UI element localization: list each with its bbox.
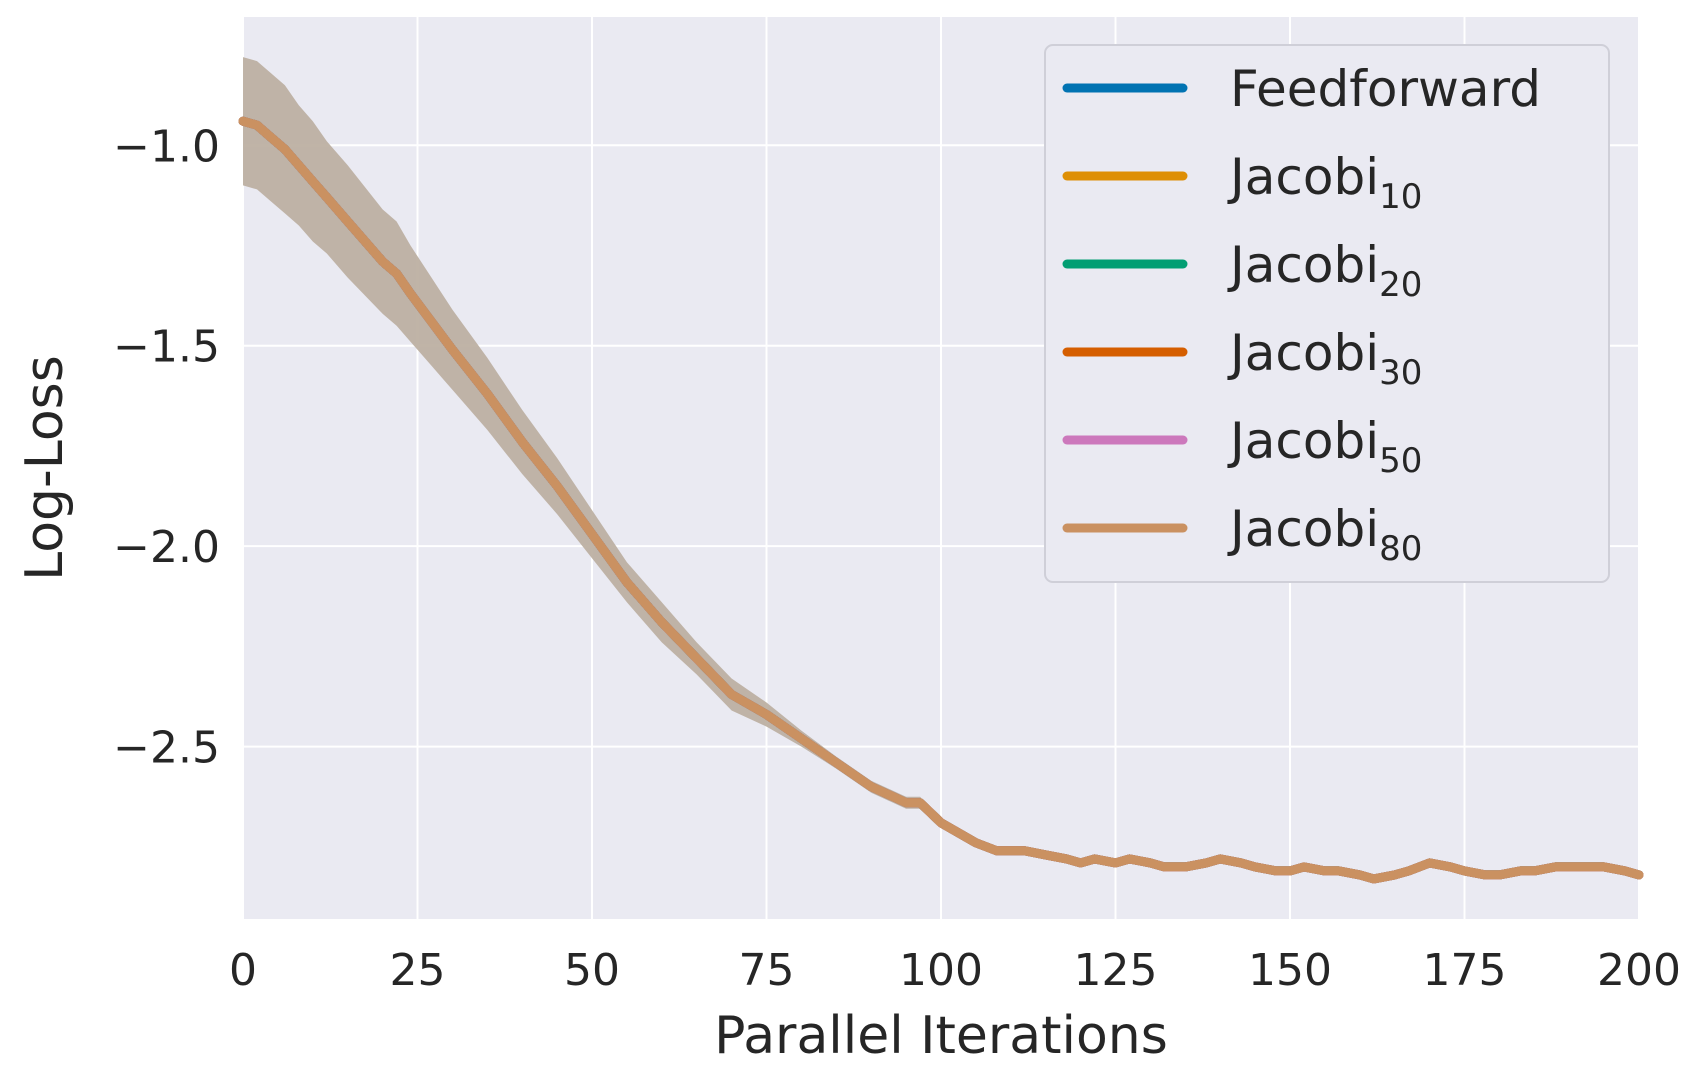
y-axis-label: Log-Loss [15, 355, 75, 581]
x-tick-labels: 0 25 50 75 100 125 150 175 200 [229, 945, 1681, 996]
y-tick-label: −2.0 [113, 522, 220, 573]
legend-label: Feedforward [1230, 60, 1541, 118]
legend-label: Jacobi50 [1227, 412, 1422, 481]
x-tick-label: 100 [899, 945, 983, 996]
y-tick-label: −1.5 [113, 322, 220, 373]
x-tick-label: 175 [1423, 945, 1507, 996]
x-axis-label: Parallel Iterations [714, 1006, 1168, 1066]
x-tick-label: 50 [564, 945, 620, 996]
x-tick-label: 125 [1074, 945, 1158, 996]
legend: Feedforward Jacobi10 Jacobi20 Jacobi30 Jacob… [1044, 44, 1610, 583]
std-bands [243, 57, 1639, 881]
x-tick-label: 150 [1248, 945, 1332, 996]
legend-label: Jacobi30 [1227, 324, 1422, 393]
x-tick-label: 0 [229, 945, 257, 996]
series-line-jacobi80 [238, 116, 1644, 884]
legend-label: Jacobi10 [1227, 148, 1422, 217]
x-tick-label: 25 [390, 945, 446, 996]
y-tick-label: −1.0 [113, 121, 220, 172]
x-tick-label: 200 [1597, 945, 1681, 996]
std-band-jacobi80 [243, 57, 1639, 881]
x-tick-label: 75 [739, 945, 795, 996]
y-tick-label: −2.5 [113, 723, 220, 774]
series-lines [238, 116, 1644, 884]
legend-label: Jacobi80 [1227, 500, 1422, 569]
y-tick-labels: −1.0 −1.5 −2.0 −2.5 [113, 121, 220, 773]
legend-label: Jacobi20 [1227, 236, 1422, 305]
